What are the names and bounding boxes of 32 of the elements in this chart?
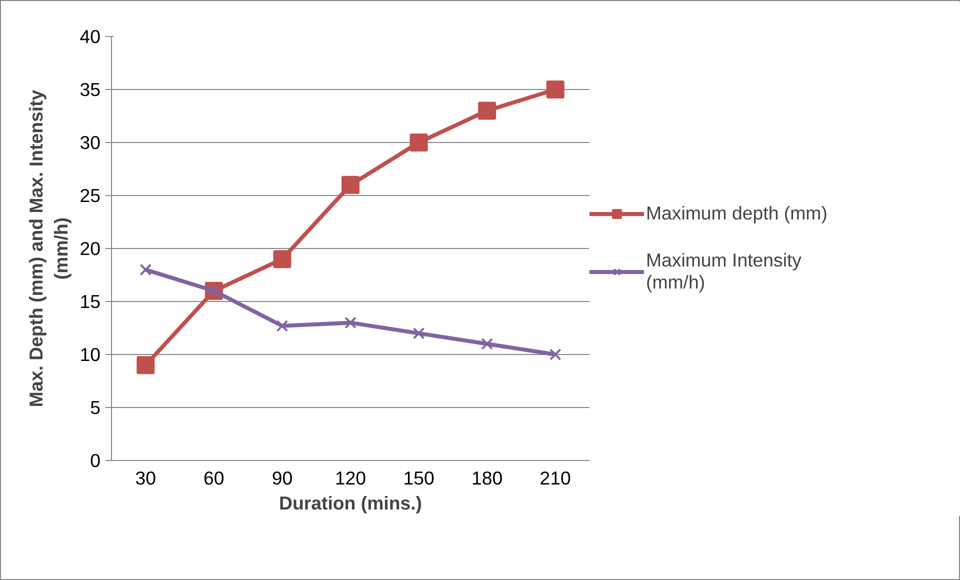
legend-label: Maximum Intensity (mm/h) <box>646 250 802 294</box>
point <box>140 264 152 276</box>
y-tick-label: 35 <box>80 79 101 100</box>
y-tick-label: 0 <box>90 450 101 471</box>
y-tick-label: 10 <box>80 344 101 365</box>
point <box>478 102 496 120</box>
y-tick-label: 40 <box>80 26 101 47</box>
x-axis-title: Duration (mins.) <box>278 492 422 514</box>
point <box>342 176 360 194</box>
point <box>276 320 288 332</box>
legend-label: Maximum depth (mm) <box>646 202 828 224</box>
point <box>136 356 155 374</box>
x-tick-label: 60 <box>204 468 224 488</box>
y-tick-label: 20 <box>80 238 101 259</box>
point <box>410 134 428 152</box>
point <box>481 338 494 350</box>
x-tick-label: 150 <box>403 468 434 488</box>
y-axis-title: Max. Depth (mm) and Max. Intensity (mm/h) <box>26 89 72 408</box>
point <box>344 316 356 329</box>
point <box>546 80 564 98</box>
x-tick-label: 120 <box>334 468 366 488</box>
y-tick-label: 5 <box>90 397 101 418</box>
x-tick-label: 90 <box>272 468 293 488</box>
y-tick-label: 15 <box>80 291 101 312</box>
x-tick-label: 180 <box>472 468 503 488</box>
point <box>549 348 562 360</box>
x-tick-label: 210 <box>540 468 571 488</box>
point <box>412 327 425 340</box>
y-tick-label: 30 <box>80 132 101 153</box>
y-tick-label: 25 <box>80 185 101 206</box>
x-tick-label: 30 <box>135 468 156 488</box>
point <box>273 250 292 268</box>
